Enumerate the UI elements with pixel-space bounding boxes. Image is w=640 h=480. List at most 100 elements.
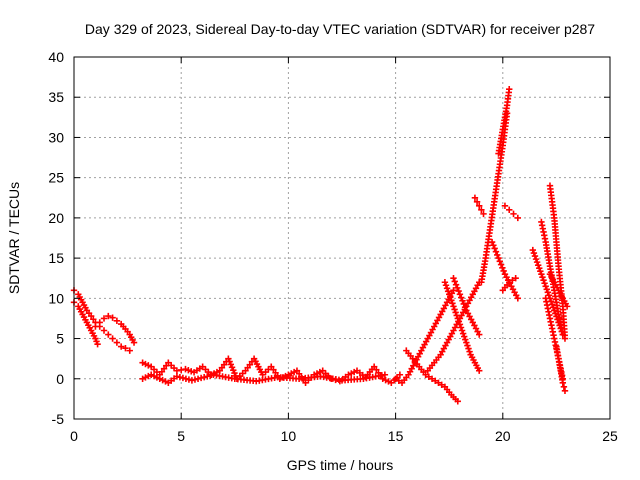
data-point-interp: [455, 287, 462, 295]
data-point: [126, 347, 133, 354]
data-point: [109, 335, 116, 342]
data-point-interp: [207, 372, 214, 379]
data-point-interp: [461, 303, 469, 311]
y-axis-title: SDTVAR / TECUs: [6, 182, 22, 294]
data-point: [122, 345, 129, 352]
data-point: [476, 202, 483, 210]
data-point: [396, 371, 404, 378]
x-axis-title: GPS time / hours: [287, 457, 394, 473]
y-tick-label: 30: [48, 129, 64, 145]
data-point-interp: [509, 277, 516, 284]
data-point: [463, 339, 470, 346]
x-tick-label: 10: [281, 428, 297, 444]
data-point-interp: [194, 375, 202, 382]
data-point: [92, 323, 99, 330]
y-tick-label: 25: [48, 170, 64, 186]
data-point-interp: [490, 242, 497, 249]
data-point-interp: [492, 248, 500, 255]
data-point: [450, 287, 457, 294]
data-point-interp: [530, 249, 538, 257]
data-point: [501, 202, 509, 210]
data-point: [510, 210, 517, 218]
data-point: [188, 377, 196, 384]
data-point: [96, 319, 103, 326]
data-point: [529, 246, 537, 254]
data-point-interp: [458, 294, 465, 301]
data-point-interp: [534, 261, 542, 269]
data-point-interp: [443, 285, 451, 292]
data-point: [476, 367, 483, 374]
data-point: [495, 254, 502, 262]
data-point-interp: [544, 289, 552, 296]
data-point-interp: [466, 348, 473, 355]
data-point-interp: [452, 309, 459, 316]
data-point-interp: [456, 321, 464, 328]
data-point-interp: [500, 267, 507, 275]
data-point: [506, 85, 513, 93]
data-point-interp: [438, 381, 445, 389]
data-point-interp: [453, 312, 460, 319]
data-point: [446, 291, 453, 298]
data-point-interp: [395, 377, 403, 384]
data-point: [473, 198, 481, 205]
x-tick-label: 25: [602, 428, 618, 444]
data-point: [422, 371, 429, 378]
data-point: [476, 331, 483, 338]
data-point-interp: [464, 342, 471, 349]
data-point: [506, 279, 513, 286]
data-point: [450, 275, 457, 282]
data-point-interp: [200, 373, 208, 381]
data-point-interp: [560, 383, 568, 391]
data-point-interp: [537, 267, 544, 275]
data-point-interp: [448, 297, 455, 304]
data-point: [456, 291, 464, 298]
x-tick-label: 20: [495, 428, 511, 444]
data-point: [381, 371, 389, 378]
data-point: [392, 375, 399, 382]
data-point-interp: [176, 373, 184, 381]
data-point: [512, 275, 519, 282]
data-point-interp: [178, 366, 185, 374]
data-point: [478, 206, 485, 214]
data-point-interp: [444, 288, 452, 295]
data-point-interp: [425, 373, 433, 380]
data-point: [130, 339, 138, 346]
y-tick-label: 20: [48, 210, 64, 226]
data-point-interp: [457, 324, 465, 331]
y-tick-label: 15: [48, 250, 64, 266]
data-point: [105, 312, 112, 320]
data-point-interp: [432, 377, 439, 384]
plot-frame: [73, 56, 611, 420]
y-tick-label: -5: [52, 411, 65, 427]
data-point: [458, 327, 466, 334]
data-point: [563, 303, 571, 310]
data-point-interp: [461, 333, 468, 340]
x-tick-label: 15: [388, 428, 404, 444]
data-point-interp: [455, 318, 463, 325]
data-point: [506, 206, 513, 214]
data-point: [551, 307, 558, 314]
data-point: [454, 398, 461, 405]
data-point: [94, 340, 101, 348]
data-point: [113, 317, 121, 325]
data-point: [87, 312, 95, 320]
data-point-interp: [494, 251, 501, 259]
data-point: [488, 238, 496, 246]
x-tick-label: 5: [177, 428, 185, 444]
y-tick-label: 0: [56, 371, 64, 387]
data-point-interp: [442, 282, 450, 289]
axis-ticks: 0 5 10 15 20 25 -5 0 5 10 15 20 25 30 35 40: [48, 49, 618, 444]
data-point: [100, 327, 108, 334]
data-point-interp: [540, 277, 547, 284]
data-point: [471, 194, 479, 201]
data-point: [450, 303, 457, 310]
data-point-interp: [452, 281, 460, 288]
data-point-interp: [465, 345, 472, 352]
grid-lines: [74, 57, 610, 419]
data-point-interp: [460, 300, 467, 308]
data-point-interp: [532, 255, 540, 263]
data-point-interp: [451, 306, 458, 313]
data-point: [105, 331, 112, 338]
data-point-interp: [197, 374, 205, 382]
